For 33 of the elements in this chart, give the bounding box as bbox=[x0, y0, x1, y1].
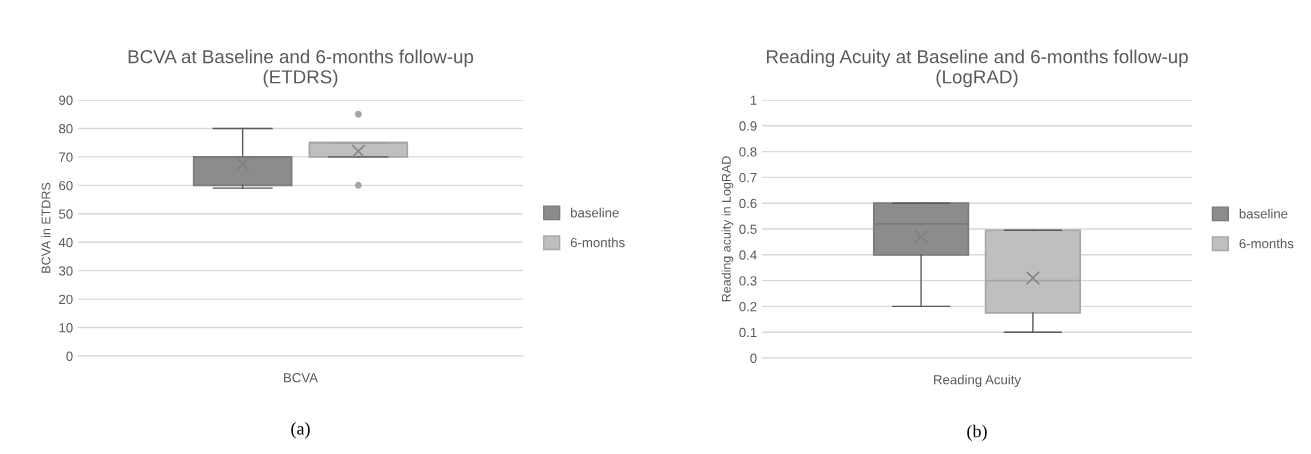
y-tick-label: 0 bbox=[66, 351, 73, 361]
y-tick-label: 0.5 bbox=[739, 224, 757, 234]
y-tick-label: 10 bbox=[59, 323, 73, 333]
y-tick-label: 1 bbox=[750, 95, 757, 105]
y-tick-label: 0 bbox=[750, 353, 757, 363]
chart-title: Reading Acuity at Baseline and 6-months follow-up (LogRAD) bbox=[766, 49, 1188, 88]
y-tick-label: 30 bbox=[58, 266, 73, 276]
y-tick-label: 0.6 bbox=[739, 198, 757, 209]
legend-label: 6-months bbox=[1239, 238, 1294, 249]
chart-title: BCVA at Baseline and 6-months follow-up (ETDRS) bbox=[128, 49, 474, 88]
y-axis-title: Reading acuity in LogRAD bbox=[721, 156, 734, 302]
y-tick-label: 50 bbox=[58, 209, 73, 219]
x-tick-label: Reading Acuity bbox=[934, 374, 1021, 387]
legend-label: baseline bbox=[571, 207, 619, 218]
legend-label: 6-months bbox=[570, 237, 625, 248]
y-axis-title: BCVA in ETDRS bbox=[41, 182, 51, 273]
y-tick-label: 80 bbox=[59, 124, 73, 134]
y-tick-label: 20 bbox=[59, 294, 73, 305]
text: (b) bbox=[967, 424, 987, 442]
x-tick-label: BCVA bbox=[284, 373, 318, 383]
text: (a) bbox=[291, 422, 310, 439]
y-tick-label: 40 bbox=[58, 237, 73, 248]
y-tick-label: 60 bbox=[59, 180, 73, 191]
y-tick-label: 0.9 bbox=[739, 121, 757, 131]
y-tick-label: 0.7 bbox=[739, 172, 757, 183]
y-tick-label: 70 bbox=[59, 152, 73, 162]
y-tick-label: 0.1 bbox=[739, 327, 757, 338]
y-tick-label: 0.4 bbox=[739, 250, 757, 260]
y-tick-label: 0.8 bbox=[739, 147, 757, 157]
y-tick-label: 0.3 bbox=[739, 276, 757, 286]
legend-label: baseline bbox=[1239, 208, 1288, 219]
y-tick-label: 0.2 bbox=[739, 301, 757, 312]
y-tick-label: 90 bbox=[59, 95, 73, 105]
